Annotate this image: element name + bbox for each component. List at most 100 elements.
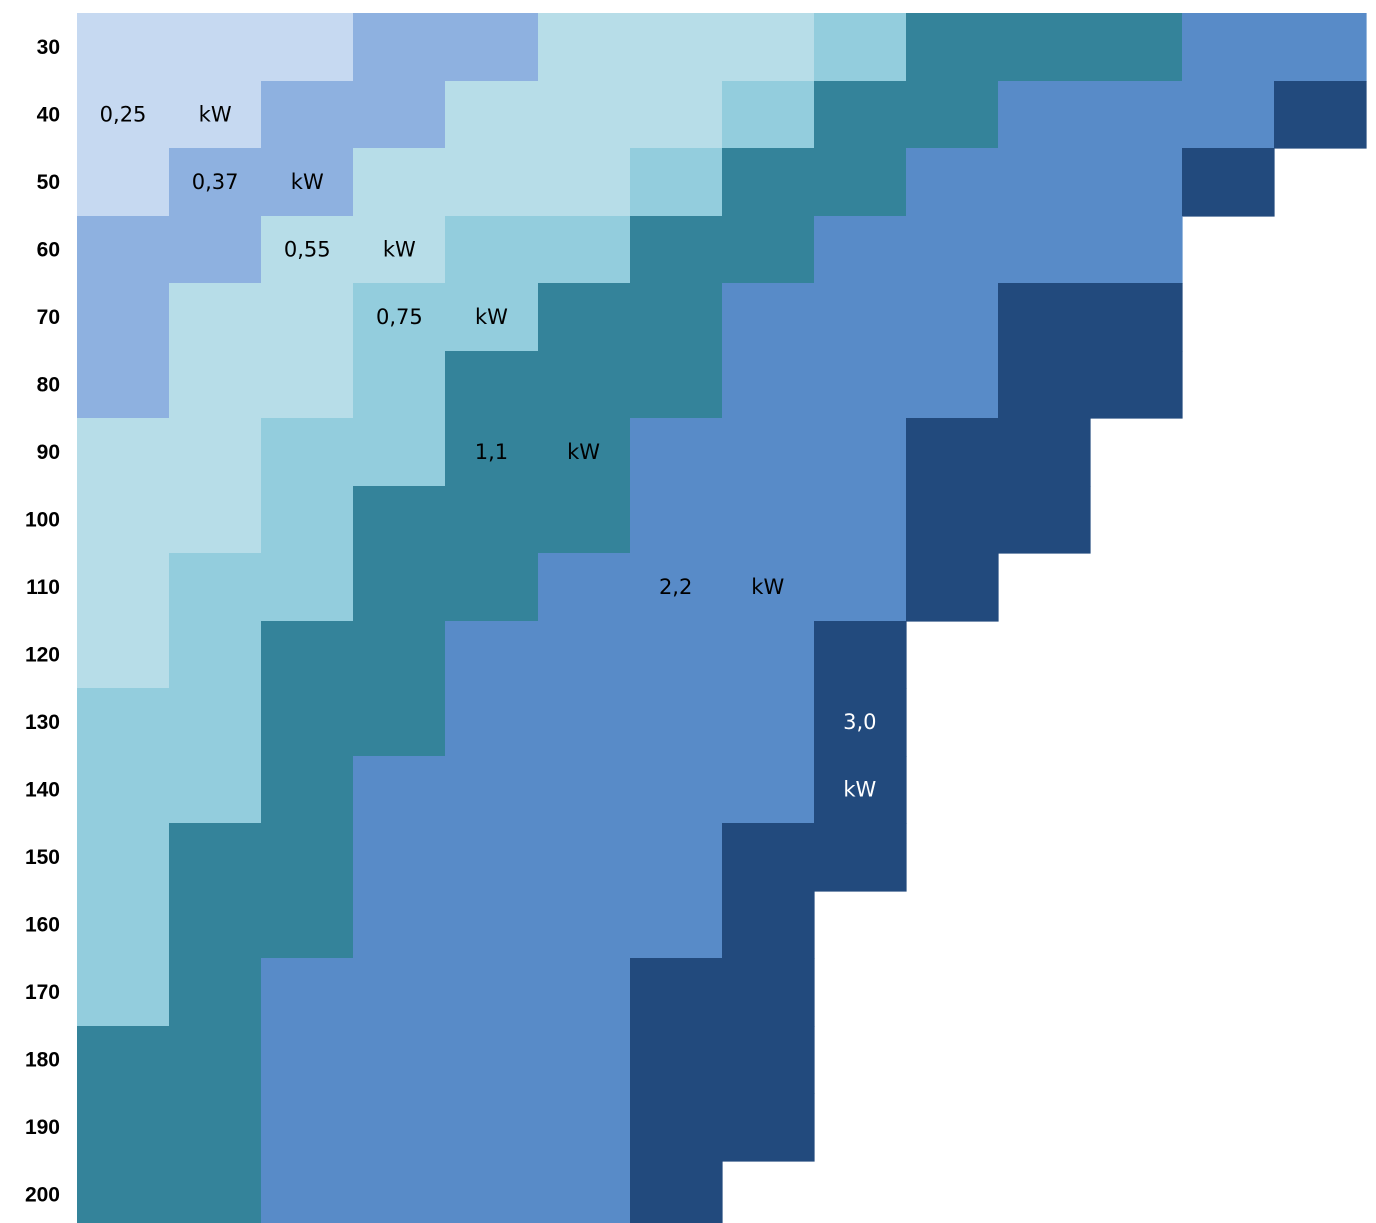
- zone-annotation: kW: [751, 575, 784, 599]
- heatmap-cell: [630, 283, 723, 352]
- heatmap-cell: [630, 418, 723, 487]
- heatmap-cell: [538, 756, 631, 824]
- heatmap-cell: [538, 1161, 631, 1223]
- heatmap-cell: [630, 13, 723, 82]
- heatmap-cell: [630, 958, 723, 1027]
- heatmap-cell: [445, 418, 539, 487]
- heatmap-cell: [722, 351, 815, 419]
- heatmap-cell: [353, 823, 446, 892]
- heatmap-cell: [814, 148, 907, 217]
- heatmap-cell: [538, 958, 631, 1027]
- heatmap-cell: [722, 1026, 815, 1094]
- heatmap-cell: [998, 283, 1091, 352]
- heatmap-cell: [630, 486, 723, 554]
- heatmap-cell: [722, 1093, 815, 1162]
- heatmap-cell: [169, 823, 262, 892]
- heatmap-cell: [445, 958, 539, 1027]
- heatmap-cell: [169, 688, 262, 757]
- heatmap-cell: [722, 553, 815, 622]
- row-label: 50: [37, 171, 60, 194]
- heatmap-cell: [261, 148, 354, 217]
- heatmap-cell: [814, 486, 907, 554]
- heatmap-cell: [169, 1026, 262, 1094]
- heatmap-cell: [814, 351, 907, 419]
- row-label: 180: [25, 1048, 60, 1071]
- zone-annotation: 0,37: [192, 170, 239, 194]
- heatmap-cell: [77, 688, 170, 757]
- heatmap-cell: [169, 283, 262, 352]
- heatmap-cell: [77, 958, 170, 1027]
- heatmap-cell: [445, 13, 539, 82]
- heatmap-cell: [445, 1026, 539, 1094]
- heatmap-cell: [353, 688, 446, 757]
- heatmap-cell: [77, 553, 170, 622]
- heatmap-cell: [1182, 148, 1275, 217]
- row-label: 110: [26, 576, 60, 599]
- heatmap-cell: [906, 216, 999, 284]
- heatmap-cell: [77, 283, 170, 352]
- heatmap-cell: [1090, 216, 1183, 284]
- heatmap-cell: [1090, 13, 1183, 82]
- heatmap-cell: [353, 283, 446, 352]
- zone-annotation: kW: [199, 102, 232, 126]
- heatmap-cell: [1090, 81, 1183, 149]
- heatmap-cell: [77, 823, 170, 892]
- heatmap-cell: [77, 756, 170, 824]
- heatmap-cell: [353, 486, 446, 554]
- heatmap-cell: [538, 216, 631, 284]
- heatmap-cell: [261, 81, 354, 149]
- row-label: 30: [37, 36, 60, 59]
- zone-annotation: kW: [291, 170, 324, 194]
- heatmap-cell: [77, 81, 170, 149]
- zone-annotation: kW: [843, 777, 876, 801]
- heatmap-cell: [722, 823, 815, 892]
- heatmap-cell: [906, 418, 999, 487]
- heatmap-cell: [353, 216, 446, 284]
- heatmap-cell: [261, 283, 354, 352]
- heatmap-cell: [77, 891, 170, 959]
- heatmap-cell: [722, 891, 815, 959]
- heatmap-cell: [77, 148, 170, 217]
- row-label: 80: [37, 373, 60, 396]
- heatmap-cell: [814, 756, 907, 824]
- heatmap-cell: [538, 1093, 631, 1162]
- heatmap-cell: [261, 13, 354, 82]
- heatmap-cell: [445, 553, 539, 622]
- heatmap-cell: [538, 486, 631, 554]
- heatmap-cell: [538, 1026, 631, 1094]
- heatmap-cell: [814, 823, 907, 892]
- heatmap-cell: [261, 553, 354, 622]
- heatmap-cell: [445, 823, 539, 892]
- heatmap-cell: [814, 621, 907, 689]
- heatmap-cell: [538, 621, 631, 689]
- heatmap-cell: [445, 1161, 539, 1223]
- heatmap-cell: [261, 891, 354, 959]
- heatmap-cell: [630, 1026, 723, 1094]
- heatmap-cell: [630, 351, 723, 419]
- heatmap-cell: [630, 553, 723, 622]
- heatmap-cell: [538, 283, 631, 352]
- heatmap-cell: [445, 486, 539, 554]
- heatmap-cell: [998, 13, 1091, 82]
- heatmap-cell: [722, 283, 815, 352]
- heatmap-cell: [261, 1161, 354, 1223]
- heatmap-cell: [538, 891, 631, 959]
- heatmap-cell: [169, 1161, 262, 1223]
- heatmap-cell: [353, 891, 446, 959]
- heatmap-cell: [630, 891, 723, 959]
- heatmap-cell: [445, 283, 539, 352]
- heatmap-cell: [998, 418, 1091, 487]
- heatmap-cell: [169, 958, 262, 1027]
- heatmap-cell: [261, 621, 354, 689]
- heatmap-cell: [169, 553, 262, 622]
- row-label: 140: [25, 778, 60, 801]
- heatmap-cell: [538, 688, 631, 757]
- heatmap-cell: [722, 418, 815, 487]
- heatmap-cell: [1182, 13, 1275, 82]
- heatmap-cell: [814, 283, 907, 352]
- row-label: 100: [25, 508, 60, 531]
- heatmap-cell: [353, 81, 446, 149]
- heatmap-cell: [1090, 283, 1183, 352]
- heatmap-cell: [722, 621, 815, 689]
- row-label: 200: [25, 1183, 60, 1206]
